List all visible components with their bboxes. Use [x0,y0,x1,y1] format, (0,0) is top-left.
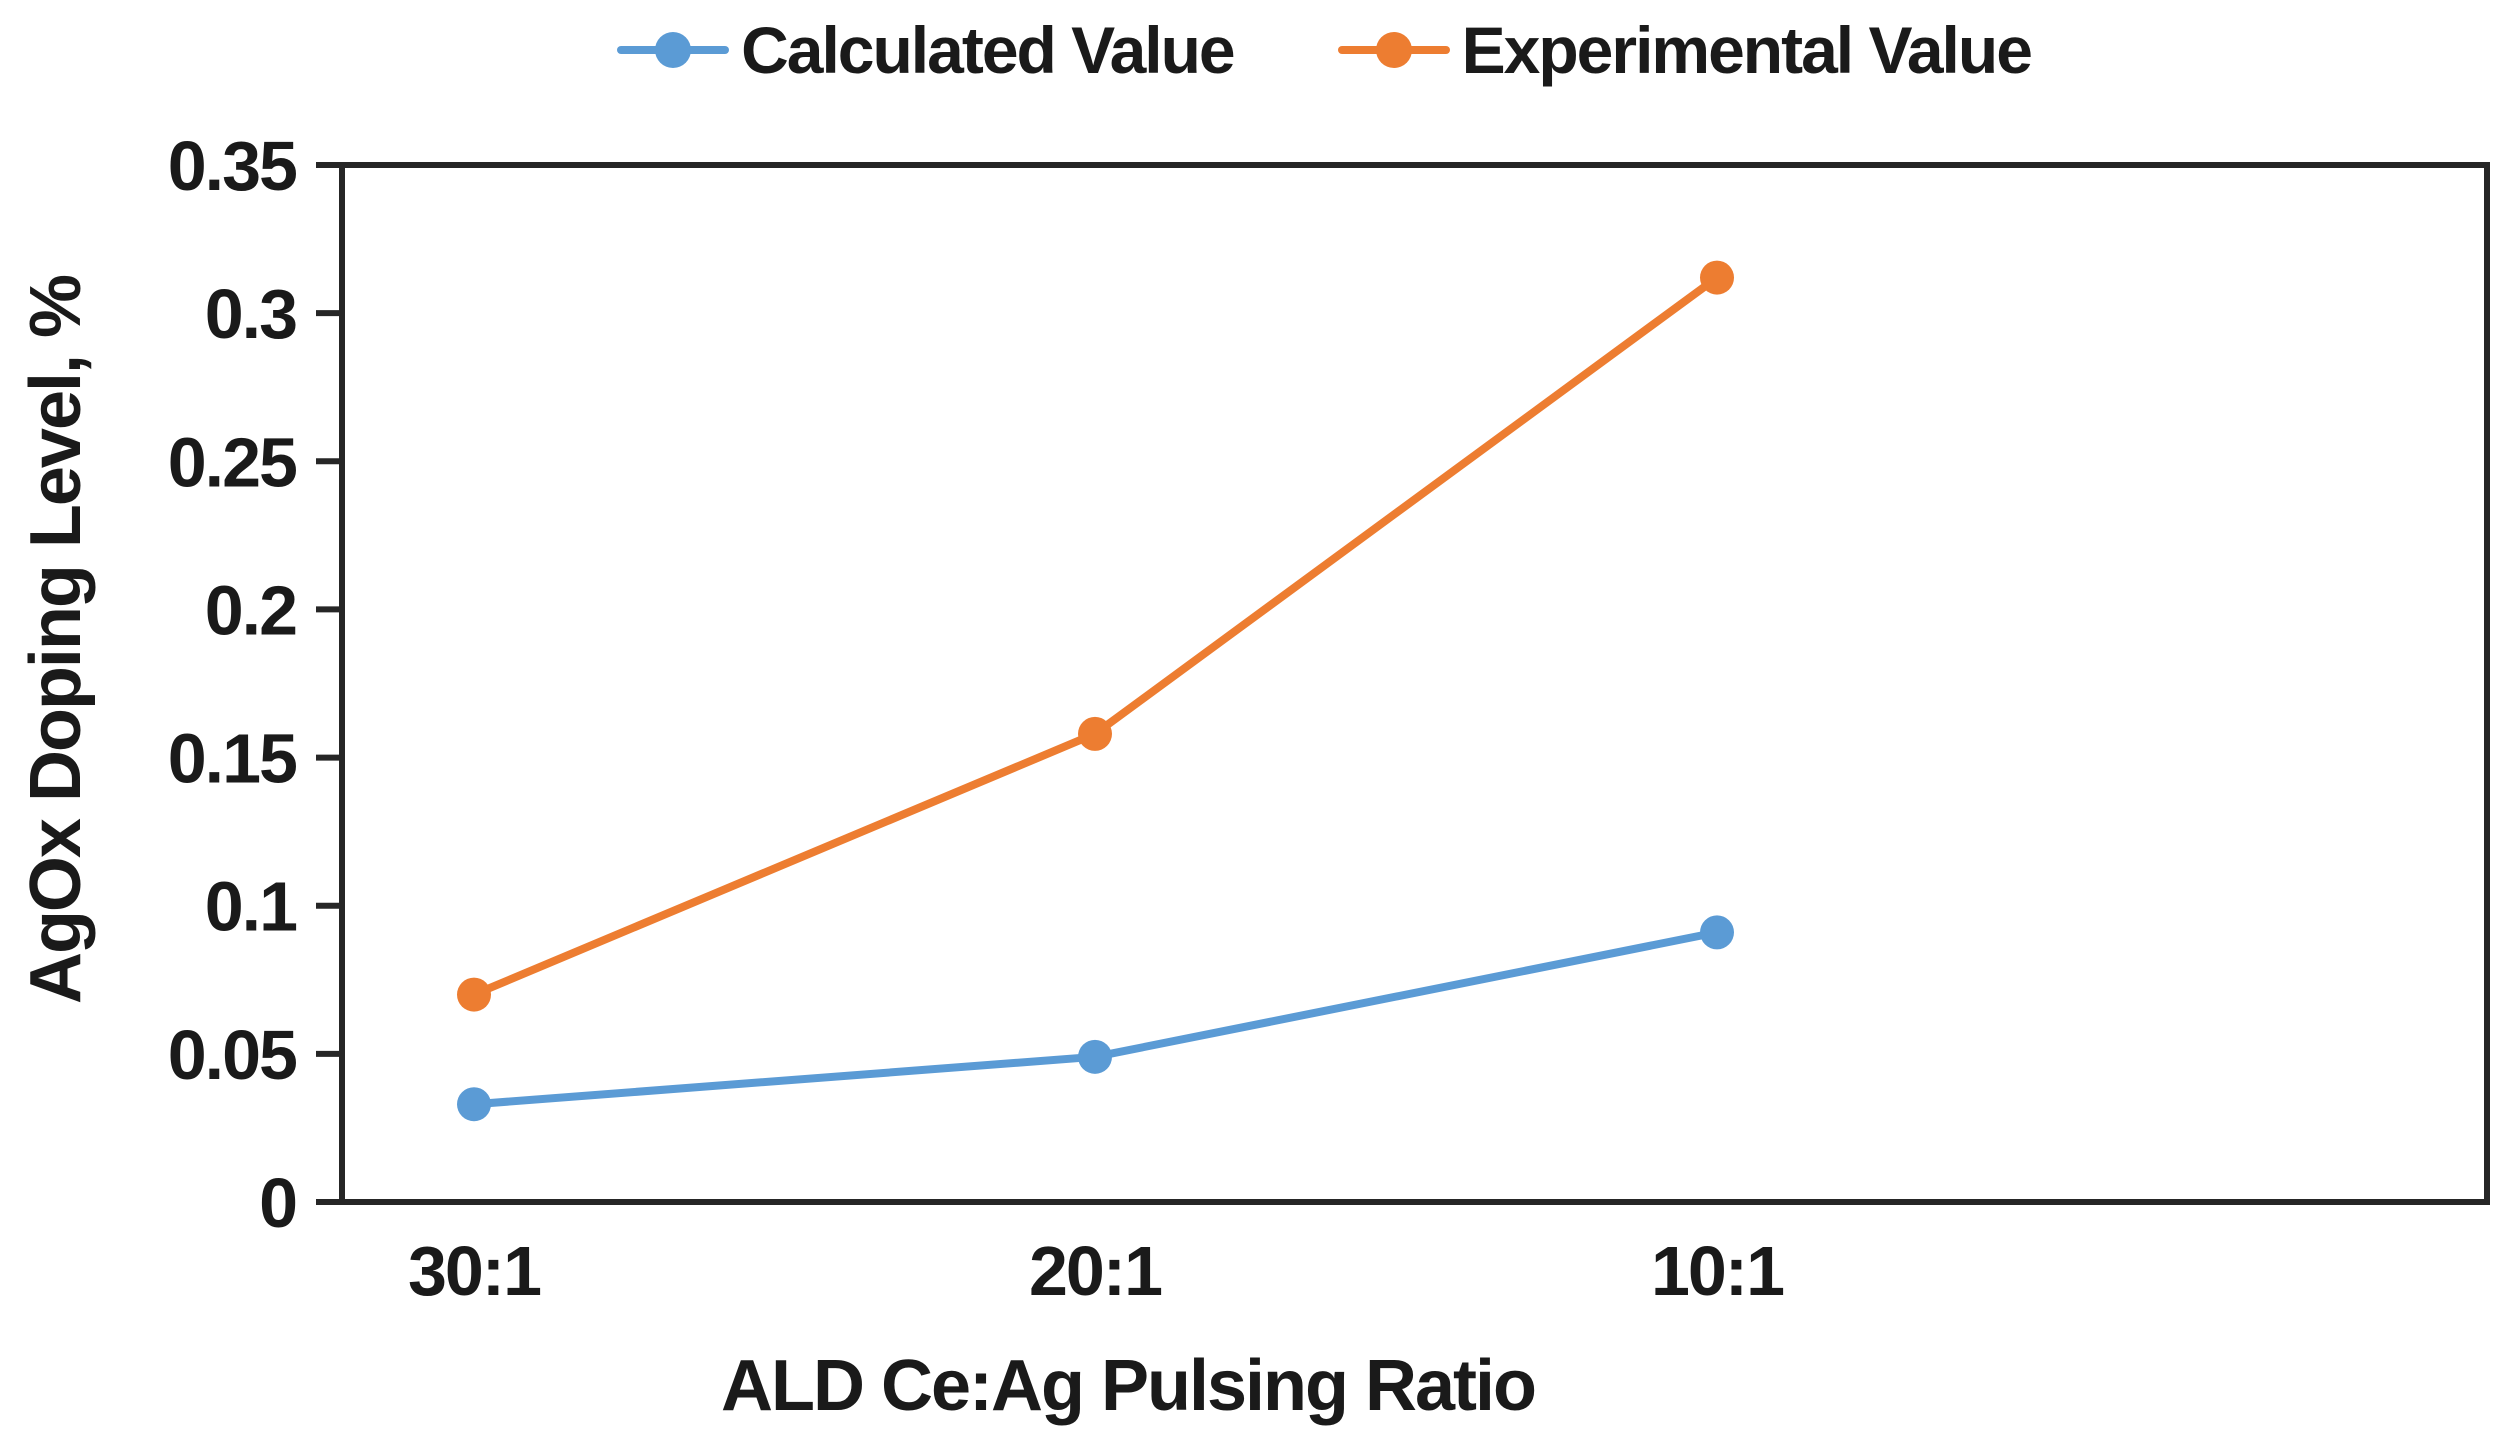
data-point-experimental-2 [1700,260,1734,295]
legend-item-experimental-value: Experimental Value [1337,12,2033,88]
y-axis-tick-label: 0.05 [168,1016,296,1094]
legend-item-calculated-value: Calculated Value [617,12,1236,88]
x-axis-tick-label: 30:1 [408,1232,540,1310]
y-axis-tick-label: 0.35 [168,127,296,205]
calculated-series-marker-icon [617,12,730,88]
x-axis-tick-label: 10:1 [1651,1232,1783,1310]
y-axis-tick-label: 0 [259,1164,296,1242]
y-axis-tick-label: 0.2 [205,571,296,649]
y-axis-title: AgOx Doping Level, % [16,275,96,1004]
legend-label-calculated-value: Calculated Value [741,13,1236,87]
legend-dot-icon [1375,32,1412,68]
y-axis-tick-label: 0.3 [205,275,296,353]
data-point-experimental-1 [1078,716,1112,751]
legend-label-experimental-value: Experimental Value [1461,13,2033,87]
series-line-experimental [470,273,1721,999]
data-point-experimental-0 [457,977,491,1012]
plot-border [339,162,2490,1205]
x-axis-title: ALD Ce:Ag Pulsing Ratio [721,1346,1535,1426]
data-point-calculated-1 [1078,1039,1112,1074]
series-line-calculated [470,928,1721,1109]
data-point-calculated-2 [1700,915,1734,950]
chart-legend: Calculated Value Experimental Value [0,12,2518,88]
data-point-calculated-0 [457,1087,491,1122]
y-axis-tick-label: 0.25 [168,423,296,501]
x-axis-tick-label: 20:1 [1029,1232,1161,1310]
experimental-series-marker-icon [1337,12,1450,88]
y-axis-tick-label: 0.1 [205,868,296,946]
legend-dot-icon [655,32,692,68]
y-axis-tick-label: 0.15 [168,720,296,798]
